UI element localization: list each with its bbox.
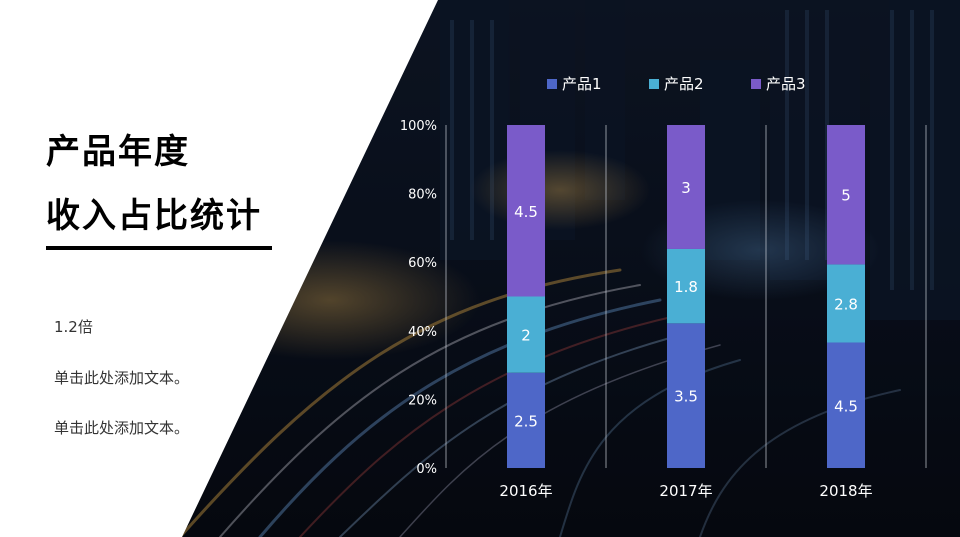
data-label: 3.5 — [674, 388, 698, 406]
page-title-line-1: 产品年度 — [46, 132, 190, 172]
y-tick-label: 60% — [408, 256, 437, 271]
legend-swatch — [751, 79, 761, 89]
legend-swatch — [649, 79, 659, 89]
data-label: 3 — [681, 179, 691, 197]
bar-segment — [507, 296, 545, 373]
page-title-line-2: 收入占比统计 — [46, 196, 262, 236]
y-tick-label: 20% — [408, 393, 437, 408]
x-tick-label: 2016年 — [499, 482, 552, 500]
note-ratio[interactable]: 1.2倍 — [54, 318, 93, 336]
bar-segment — [827, 264, 865, 343]
legend-label: 产品3 — [766, 75, 806, 93]
bar-segment — [667, 125, 705, 249]
data-label: 4.5 — [514, 203, 538, 221]
legend-label: 产品1 — [562, 75, 602, 93]
data-label: 4.5 — [834, 397, 858, 415]
legend-swatch — [547, 79, 557, 89]
x-tick-label: 2018年 — [819, 482, 872, 500]
data-label: 1.8 — [674, 278, 698, 296]
data-label: 2 — [521, 327, 531, 345]
legend-label: 产品2 — [664, 75, 704, 93]
bar-segment — [827, 342, 865, 468]
y-tick-label: 0% — [416, 462, 437, 477]
y-tick-label: 100% — [400, 119, 437, 134]
bar-segment — [667, 323, 705, 468]
data-label: 2.5 — [514, 412, 538, 430]
bar-segment — [667, 248, 705, 324]
bar-segment — [507, 372, 545, 468]
data-label: 5 — [841, 187, 851, 205]
title-underline — [46, 246, 272, 250]
note-placeholder-1[interactable]: 单击此处添加文本。 — [54, 369, 190, 387]
x-tick-label: 2017年 — [659, 482, 712, 500]
y-tick-label: 80% — [408, 188, 437, 203]
bar-segment — [827, 125, 865, 265]
y-tick-label: 40% — [408, 325, 437, 340]
data-label: 2.8 — [834, 295, 858, 313]
bar-segment — [507, 125, 545, 297]
note-placeholder-2[interactable]: 单击此处添加文本。 — [54, 419, 190, 437]
